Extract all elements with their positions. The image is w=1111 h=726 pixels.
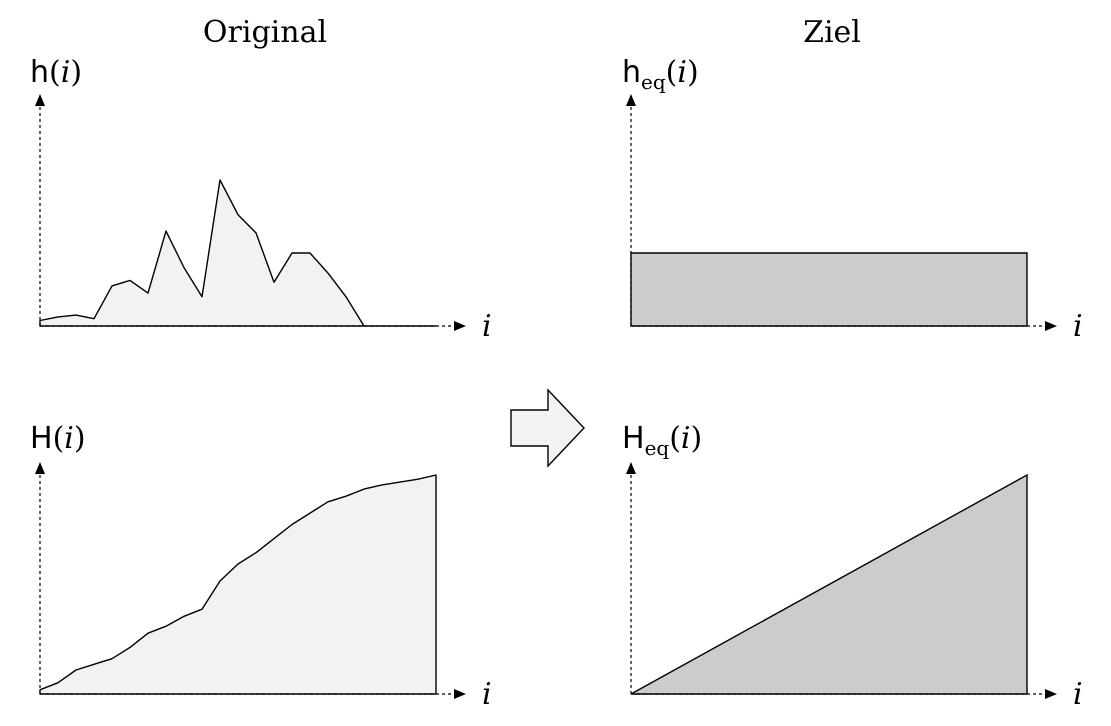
label-H: H(i) <box>30 421 86 456</box>
x-axis-arrow-heq <box>1045 321 1057 331</box>
x-axis-arrow-h <box>454 321 466 331</box>
panel-Heq: Heq(i) i <box>622 421 1083 712</box>
panel-H: H(i) i <box>30 421 492 712</box>
cumulative-Heq-area <box>630 473 1028 695</box>
x-label-h: i <box>482 309 492 344</box>
x-axis-arrow-Heq <box>1045 689 1057 699</box>
y-axis-arrow-h <box>35 94 45 106</box>
x-label-heq: i <box>1073 309 1083 344</box>
histogram-h-area <box>39 179 437 327</box>
histogram-heq-area <box>630 252 1028 327</box>
panel-heq: heq(i) i <box>622 55 1083 344</box>
label-Heq: Heq(i) <box>622 421 702 460</box>
x-axis-arrow-H <box>454 689 466 699</box>
heading-original: Original <box>203 15 327 50</box>
right-arrow-icon <box>510 388 585 468</box>
label-heq: heq(i) <box>622 55 699 94</box>
y-axis-arrow-Heq <box>626 462 636 474</box>
x-label-Heq: i <box>1073 677 1083 712</box>
heading-target: Ziel <box>803 15 861 50</box>
label-h: h(i) <box>30 55 82 90</box>
cumulative-H-area <box>39 474 437 695</box>
panel-h: h(i) i <box>30 55 492 344</box>
y-axis-arrow-H <box>35 462 45 474</box>
x-label-H: i <box>482 677 492 712</box>
y-axis-arrow-heq <box>626 94 636 106</box>
